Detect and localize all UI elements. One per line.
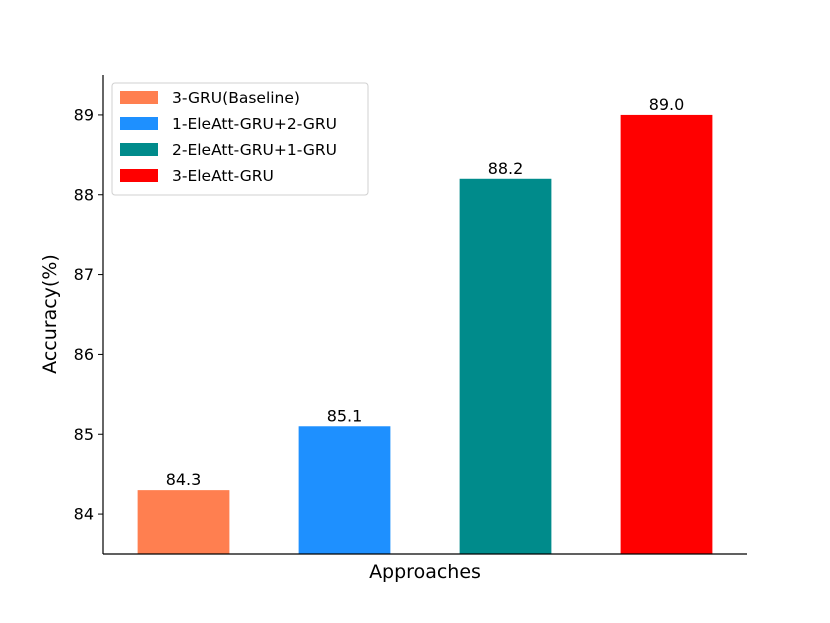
bar-labels-group: 84.3 85.1 88.2 89.0 bbox=[166, 95, 685, 489]
bars-group bbox=[137, 114, 713, 555]
bar-value-label-3: 88.2 bbox=[488, 159, 524, 178]
x-axis-label: Approaches bbox=[369, 561, 481, 583]
legend-swatch-1 bbox=[120, 91, 158, 104]
legend-swatch-3 bbox=[120, 143, 158, 156]
bar-1 bbox=[137, 490, 230, 554]
bar-4 bbox=[620, 114, 713, 555]
y-tick-label-1: 84 bbox=[74, 505, 94, 524]
legend-swatch-2 bbox=[120, 117, 158, 130]
y-axis-label: Accuracy(%) bbox=[39, 254, 61, 374]
bar-2 bbox=[298, 426, 391, 554]
bar-value-label-2: 85.1 bbox=[327, 406, 363, 425]
legend-label-4: 3-EleAtt-GRU bbox=[172, 167, 274, 185]
y-tick-label-6: 89 bbox=[74, 105, 94, 124]
bar-value-label-4: 89.0 bbox=[649, 95, 685, 114]
bar-3 bbox=[459, 178, 552, 554]
y-tick-label-2: 85 bbox=[74, 425, 94, 444]
legend-label-3: 2-EleAtt-GRU+1-GRU bbox=[172, 141, 337, 159]
bar-value-label-1: 84.3 bbox=[166, 470, 202, 489]
y-tick-label-5: 88 bbox=[74, 185, 94, 204]
y-axis-ticks: 84 85 86 87 88 89 bbox=[74, 105, 103, 524]
legend-label-2: 1-EleAtt-GRU+2-GRU bbox=[172, 115, 337, 133]
legend-frame bbox=[111, 82, 369, 196]
legend-label-1: 3-GRU(Baseline) bbox=[172, 89, 300, 107]
legend-swatch-4 bbox=[120, 169, 158, 182]
y-tick-label-4: 87 bbox=[74, 265, 94, 284]
y-tick-label-3: 86 bbox=[74, 345, 94, 364]
legend: 3-GRU(Baseline) 1-EleAtt-GRU+2-GRU 2-EleAt… bbox=[111, 82, 369, 196]
